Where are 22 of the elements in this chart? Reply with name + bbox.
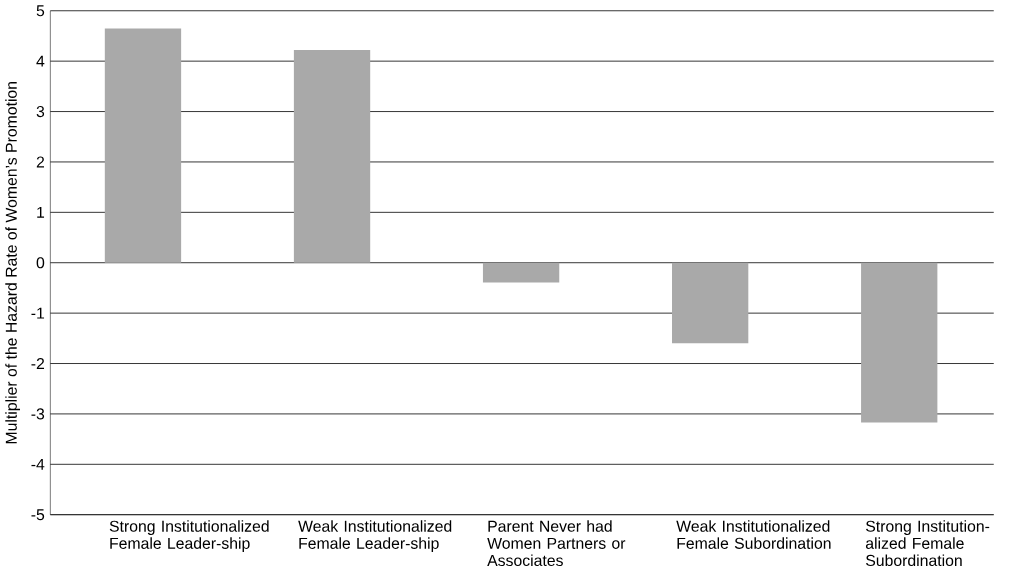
y-axis-title: Multiplier of the Hazard Rate of Women’s Promotion (5, 81, 20, 444)
bar (482, 262, 560, 283)
y-tick-label: 3 (36, 105, 45, 117)
x-tick-label: Weak Institutionalized Female Leader-ship (298, 520, 452, 552)
bar (293, 49, 371, 263)
y-tick-label: 5 (36, 5, 45, 17)
x-tick-label: Parent Never had Women Partners or Associates (487, 520, 626, 566)
y-tick-label: -2 (31, 357, 45, 369)
x-tick-label: Strong Institution-alized Female Subordination (865, 520, 990, 566)
bar (104, 28, 182, 263)
y-tick-label: -4 (31, 458, 45, 470)
y-tick-label: 1 (37, 206, 45, 218)
bar (672, 262, 749, 344)
y-tick-label: -5 (31, 509, 45, 521)
bar (861, 262, 938, 423)
x-tick-label: Strong Institutionalized Female Leader-ship (109, 520, 269, 552)
y-tick-label: 4 (36, 55, 45, 67)
y-tick-label: 0 (36, 257, 45, 269)
y-tick-label: 2 (36, 156, 45, 168)
y-tick-label: -3 (31, 408, 45, 420)
x-tick-label: Weak Institutionalized Female Subordination (676, 520, 831, 549)
y-tick-label: -1 (31, 307, 45, 319)
